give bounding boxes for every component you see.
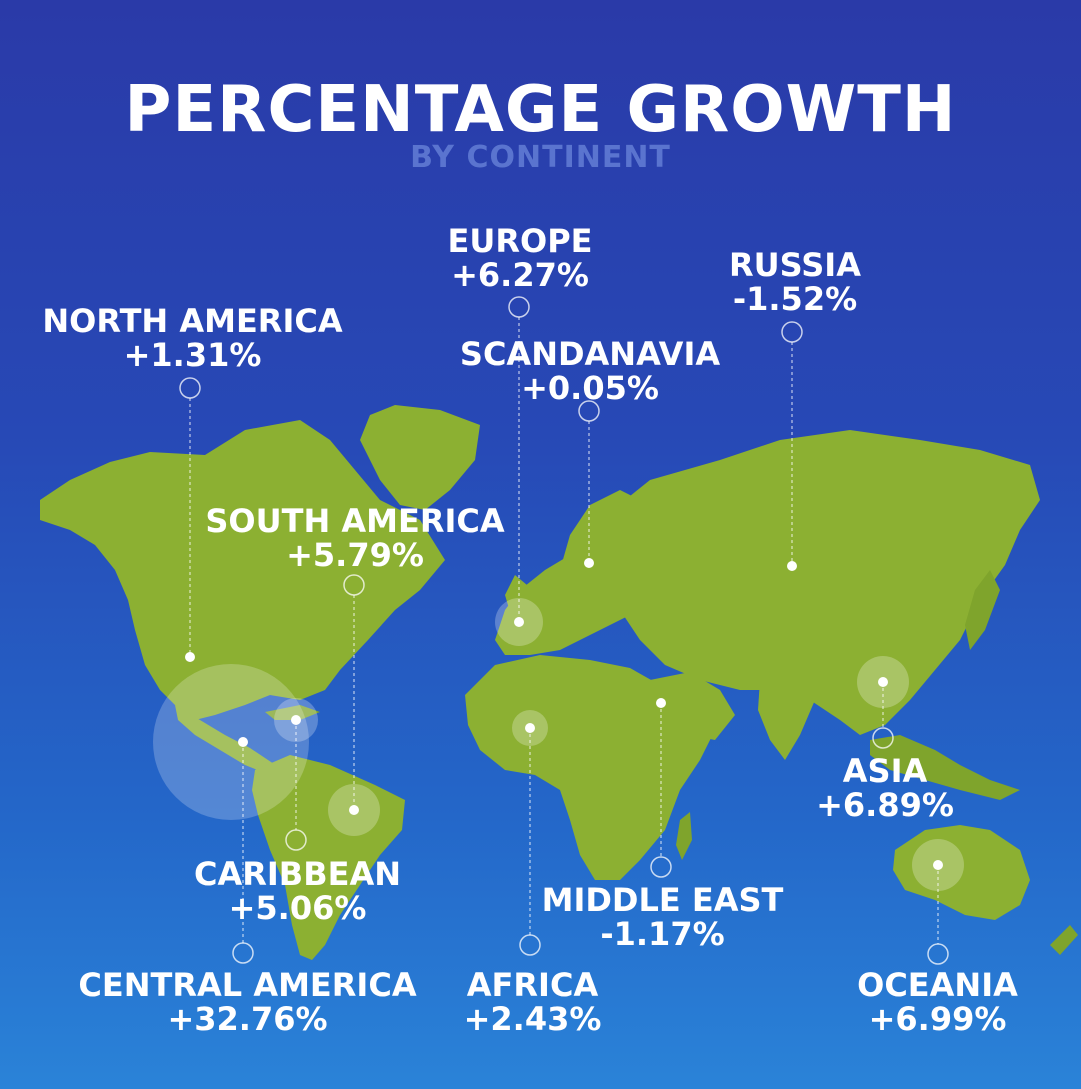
europe-growth: +6.27% — [451, 256, 589, 294]
middle-east-name: MIDDLE EAST — [541, 881, 784, 919]
uk-landmass — [505, 575, 527, 612]
africa-name: AFRICA — [466, 966, 599, 1004]
asia-landmass — [600, 430, 1040, 735]
central-america-name: CENTRAL AMERICA — [78, 966, 417, 1004]
oceania-dot — [933, 860, 943, 870]
south-america-landmass — [252, 755, 405, 960]
label-middle-east: MIDDLE EAST -1.17% — [535, 883, 790, 951]
north-america-dot — [185, 652, 195, 662]
page-title: PERCENTAGE GROWTH — [124, 73, 957, 147]
japan-landmass — [965, 570, 1000, 650]
central-america-halo — [153, 664, 309, 820]
page-subtitle: BY CONTINENT — [410, 140, 671, 175]
europe-dot — [514, 617, 524, 627]
leader-lines — [189, 317, 939, 944]
caribbean-islands — [265, 705, 320, 720]
middle-east-dot — [656, 698, 666, 708]
arabia-landmass — [650, 672, 735, 740]
label-oceania: OCEANIA +6.99% — [845, 968, 1030, 1036]
caribbean-growth: +5.06% — [228, 889, 367, 927]
africa-landmass — [465, 655, 715, 880]
europe-name: EUROPE — [447, 222, 593, 260]
russia-ring — [781, 321, 803, 343]
central-america-landmass — [175, 705, 280, 775]
label-russia: RUSSIA -1.52% — [715, 248, 875, 316]
caribbean-ring — [285, 829, 307, 851]
scandanavia-name: SCANDANAVIA — [459, 335, 721, 373]
caribbean-dot — [291, 715, 301, 725]
southeast-asia-islands — [870, 735, 1020, 800]
north-america-growth: +1.31% — [123, 336, 262, 374]
central-america-growth: +32.76% — [167, 1000, 328, 1038]
oceania-ring — [927, 943, 949, 965]
label-europe: EUROPE +6.27% — [430, 224, 610, 292]
middle-east-growth: -1.17% — [600, 915, 725, 953]
india-landmass — [758, 680, 815, 760]
north-america-ring — [179, 377, 201, 399]
russia-name: RUSSIA — [729, 246, 861, 284]
oceania-name: OCEANIA — [857, 966, 1018, 1004]
asia-ring — [872, 727, 894, 749]
caribbean-name: CARIBBEAN — [194, 855, 401, 893]
madagascar-landmass — [676, 812, 692, 860]
location-dots — [185, 558, 943, 870]
south-america-growth: +5.79% — [286, 536, 424, 574]
south-america-name: SOUTH AMERICA — [205, 502, 505, 540]
central-america-dot — [238, 737, 248, 747]
scandanavia-ring — [578, 400, 600, 422]
label-north-america: NORTH AMERICA +1.31% — [40, 304, 345, 372]
africa-growth: +2.43% — [463, 1000, 602, 1038]
new-zealand-landmass — [1050, 925, 1078, 955]
north-america-name: NORTH AMERICA — [42, 302, 343, 340]
central-america-ring — [232, 942, 254, 964]
scandanavia-growth: +0.05% — [521, 369, 659, 407]
label-rings — [179, 296, 949, 965]
label-south-america: SOUTH AMERICA +5.79% — [200, 504, 510, 572]
russia-dot — [787, 561, 797, 571]
north-america-landmass — [40, 420, 445, 720]
asia-dot — [878, 677, 888, 687]
label-scandanavia: SCANDANAVIA +0.05% — [450, 337, 730, 405]
label-asia: ASIA +6.89% — [805, 754, 965, 822]
asia-growth: +6.89% — [816, 786, 954, 824]
label-africa: AFRICA +2.43% — [455, 968, 610, 1036]
south-america-dot — [349, 805, 359, 815]
asia-name: ASIA — [842, 752, 928, 790]
africa-ring — [519, 934, 541, 956]
scandanavia-dot — [584, 558, 594, 568]
land-masses — [40, 405, 1078, 960]
label-caribbean: CARIBBEAN +5.06% — [185, 857, 410, 925]
europe-ring — [508, 296, 530, 318]
russia-growth: -1.52% — [732, 280, 858, 318]
australia-landmass — [893, 825, 1030, 920]
middle-east-ring — [650, 856, 672, 878]
label-central-america: CENTRAL AMERICA +32.76% — [55, 968, 440, 1036]
south-america-ring — [343, 574, 365, 596]
greenland-landmass — [360, 405, 480, 510]
africa-dot — [525, 723, 535, 733]
oceania-growth: +6.99% — [868, 1000, 1007, 1038]
